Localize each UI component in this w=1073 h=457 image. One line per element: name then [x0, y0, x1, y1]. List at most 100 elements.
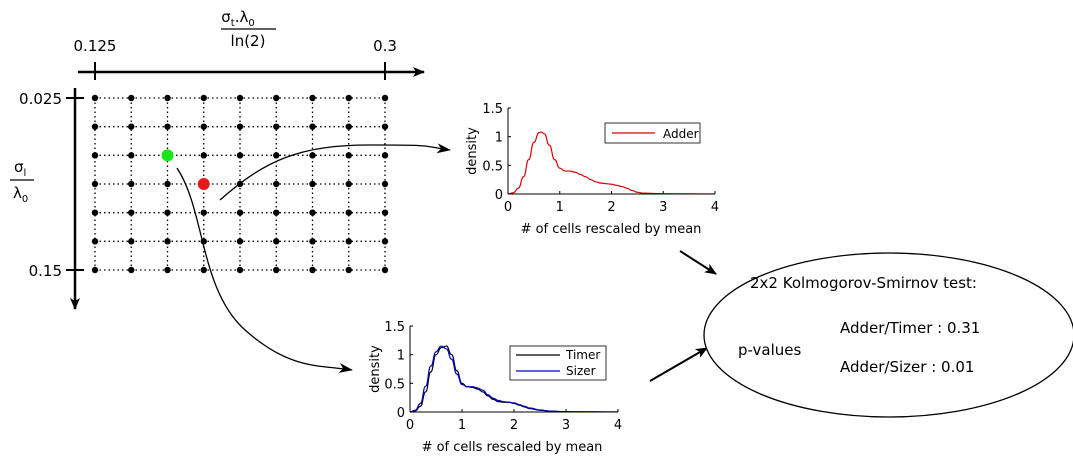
grid-point: [164, 266, 171, 274]
grid-point: [345, 94, 352, 102]
adder-x-axis-label: # of cells rescaled by mean: [521, 222, 702, 237]
grid-point: [200, 266, 207, 274]
y-tick-label: 1.5: [384, 320, 405, 335]
grid-point: [345, 152, 352, 159]
grid-point: [91, 209, 99, 216]
grid-point: [345, 123, 352, 130]
sizer-legend-label: Sizer: [566, 364, 596, 378]
svg-text:σt.λ0: σt.λ0: [221, 8, 254, 29]
grid-point: [236, 123, 244, 130]
y-tick-label: 0.5: [482, 159, 503, 174]
grid-point: [309, 180, 316, 188]
grid-point: [273, 266, 280, 274]
grid-point: [128, 180, 135, 188]
ks-test-ellipse: [703, 252, 1073, 418]
x-tick-label: 1: [556, 200, 564, 215]
ks-adder-timer-value: Adder/Timer : 0.31: [840, 319, 980, 337]
grid-point: [381, 238, 389, 245]
grid-point: [236, 238, 244, 245]
x-tick-label: 2: [510, 418, 518, 433]
y-tick-label: 0: [397, 406, 405, 421]
grid-point: [309, 94, 316, 102]
y-tick-label: 1: [495, 131, 503, 146]
grid-point: [381, 123, 389, 130]
grid-point: [236, 209, 244, 216]
adder-to-test-arrow: [679, 250, 717, 275]
grid-point: [164, 94, 171, 102]
grid-point: [309, 152, 316, 159]
grid-point: [128, 209, 135, 216]
grid-point: [91, 94, 99, 102]
adder-density-chart: 0 1 2 3 4 0 0.5 1 1.5 # of cells rescaled by mea…: [465, 102, 719, 237]
grid-point: [200, 209, 207, 216]
y-tick-label: 1.5: [482, 102, 503, 117]
red-to-adder-arrow: [219, 143, 451, 201]
y-tick-label: 1: [397, 349, 405, 364]
grid-point: [164, 238, 171, 245]
grid-point: [128, 94, 135, 102]
x-tick-label: 3: [562, 418, 570, 433]
grid-point: [200, 123, 207, 130]
selected-point-red: [197, 178, 210, 190]
grid-point: [345, 238, 352, 245]
grid-point: [128, 123, 135, 130]
ks-adder-sizer-value: Adder/Sizer : 0.01: [840, 358, 974, 376]
grid-point: [273, 152, 280, 159]
y-tick-label: 0: [495, 188, 503, 203]
grid-point: [236, 152, 244, 159]
grid-point: [91, 152, 99, 159]
grid-point: [164, 209, 171, 216]
x-axis-tick-label-end: 0.3: [373, 37, 397, 55]
x-tick-label: 3: [659, 200, 667, 215]
timer-sizer-axes: 0 1 2 3 4 0 0.5 1 1.5: [384, 320, 622, 433]
grid-point: [309, 266, 316, 274]
grid-point: [128, 266, 135, 274]
y-axis-label: σl λ0: [10, 158, 34, 205]
grid-point: [381, 209, 389, 216]
grid-point: [381, 180, 389, 188]
grid-point: [273, 238, 280, 245]
grid-point: [236, 94, 244, 102]
grid-point: [164, 180, 171, 188]
svg-text:σl: σl: [14, 158, 26, 179]
adder-y-axis-label: density: [465, 127, 480, 175]
timer-sizer-density-chart: 0 1 2 3 4 0 0.5 1 1.5 # of cells rescaled by mea…: [368, 320, 622, 455]
sizer-to-test-arrow: [649, 347, 708, 382]
grid-point: [273, 94, 280, 102]
grid-point: [273, 123, 280, 130]
x-axis-tick-label-start: 0.125: [74, 37, 117, 55]
grid-point: [309, 123, 316, 130]
timer-sizer-legend: Timer Sizer: [509, 345, 607, 381]
grid-point: [309, 238, 316, 245]
grid-point: [91, 123, 99, 130]
x-tick-label: 2: [607, 200, 615, 215]
grid-point: [345, 209, 352, 216]
adder-axes: 0 1 2 3 4 0 0.5 1 1.5: [482, 102, 719, 215]
grid-point: [128, 238, 135, 245]
ks-pvalues-label: p-values: [738, 341, 802, 359]
timer-sizer-y-axis-label: density: [368, 345, 383, 393]
x-tick-label: 0: [406, 418, 414, 433]
grid-point: [91, 238, 99, 245]
grid-point: [200, 152, 207, 159]
svg-text:ln(2): ln(2): [231, 32, 266, 50]
green-to-timer-sizer-arrow: [176, 167, 353, 373]
timer-legend-label: Timer: [565, 348, 600, 362]
grid-point: [91, 180, 99, 188]
grid-point: [273, 209, 280, 216]
grid-point: [273, 180, 280, 188]
y-axis-tick-label-end: 0.15: [29, 262, 62, 280]
ks-test-panel: 2x2 Kolmogorov-Smirnov test: p-values Ad…: [703, 252, 1073, 418]
x-tick-label: 1: [458, 418, 466, 433]
grid-point: [164, 123, 171, 130]
ks-test-title: 2x2 Kolmogorov-Smirnov test:: [750, 274, 977, 292]
x-tick-label: 0: [504, 200, 512, 215]
adder-legend-label: Adder: [663, 127, 699, 141]
adder-density-line: [507, 131, 716, 195]
grid-point: [345, 266, 352, 274]
x-tick-label: 4: [711, 200, 719, 215]
grid-point: [128, 152, 135, 159]
grid-point: [236, 266, 244, 274]
selected-point-green: [161, 149, 174, 162]
